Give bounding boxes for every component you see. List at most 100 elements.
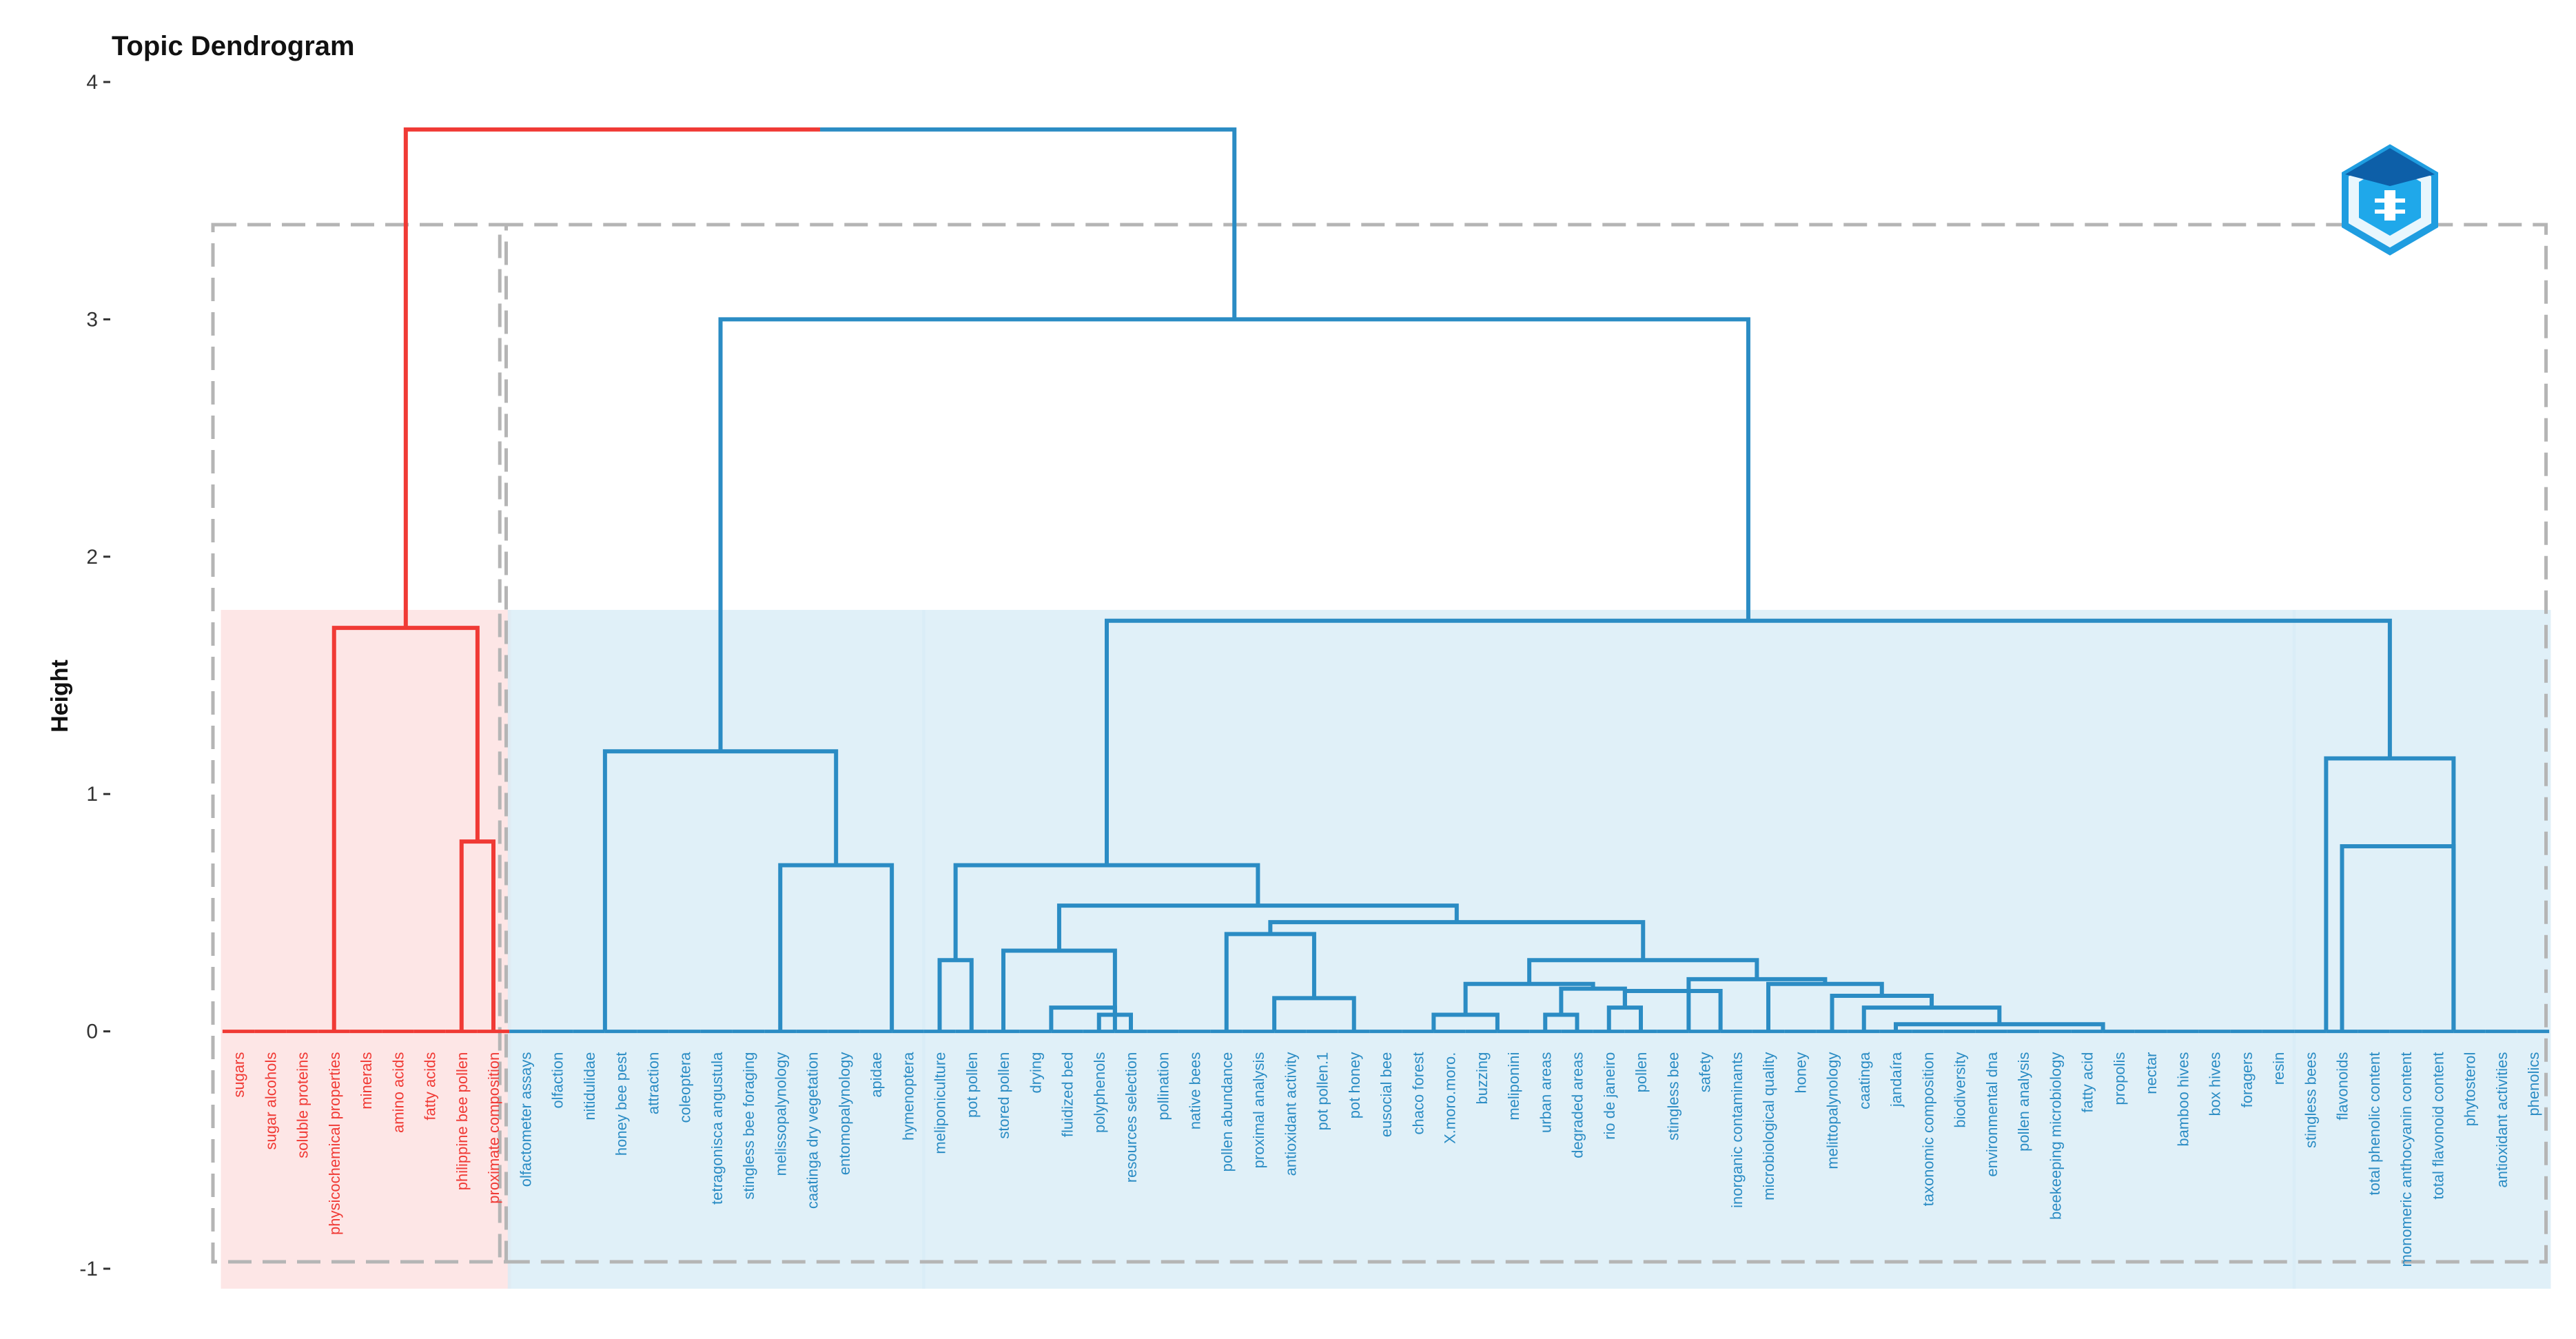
leaf-label: olfaction [549, 1052, 566, 1109]
y-tick-label: 2 [86, 546, 98, 569]
leaf-label: attraction [644, 1052, 662, 1115]
leaf-label: caatinga dry vegetation [804, 1052, 821, 1209]
dashed-boxes [211, 223, 2548, 1264]
leaf-label: chaco forest [1409, 1052, 1427, 1135]
branch-29-left [403, 127, 821, 628]
leaf-label: inorganic contaminants [1728, 1052, 1746, 1208]
leaf-label: sugars [230, 1052, 247, 1098]
leaf-label: fatty acid [2079, 1052, 2096, 1113]
leaf-label: buzzing [1473, 1052, 1491, 1105]
leaf-label: phytosterol [2462, 1052, 2479, 1127]
leaf-label: pot pollen.1 [1314, 1052, 1331, 1131]
leaf-label: rio de janeiro [1601, 1052, 1618, 1140]
leaf-label: pot honey [1346, 1052, 1363, 1119]
leaf-label: tetragonisca angustula [708, 1052, 726, 1205]
leaf-label: resin [2270, 1052, 2287, 1085]
leaf-label: beekeeping microbiology [2047, 1052, 2064, 1220]
cluster-rect-4 [2292, 610, 2551, 1289]
hexagon-logo-icon [2342, 144, 2438, 256]
leaf-label: honey bee pest [613, 1052, 630, 1156]
y-axis: 4 3 2 1 0 -1 [79, 71, 110, 1280]
leaf-label: phenolics [2525, 1052, 2542, 1116]
dendrogram-branches [331, 127, 2456, 1032]
dashed-box-1 [211, 223, 508, 1264]
leaf-label: apidae [868, 1052, 885, 1098]
leaf-label: drying [1027, 1052, 1044, 1094]
leaf-label: fatty acids [422, 1052, 439, 1121]
leaf-label: environmental dna [1983, 1052, 2001, 1177]
leaf-label: total phenolic content [2366, 1052, 2383, 1196]
leaf-label: monomeric anthocyanin content [2398, 1052, 2415, 1267]
leaf-label: coleoptera [677, 1052, 694, 1123]
branch-18 [1268, 920, 1646, 961]
branch-17 [1224, 932, 1316, 1032]
leaf-label: philippine bee pollen [453, 1052, 471, 1191]
y-tick-label: 1 [86, 783, 98, 806]
leaf-label: resources selection [1123, 1052, 1140, 1183]
leaf-label: proximal analysis [1250, 1052, 1267, 1169]
leaf-label: hymenoptera [899, 1052, 917, 1141]
y-tick-label: 4 [86, 71, 98, 94]
leaf-label: soluble proteins [294, 1052, 311, 1158]
leaf-label: eusocial bee [1378, 1052, 1395, 1138]
dashed-box-2 [498, 223, 2548, 1264]
leaf-label: meliponiculture [932, 1052, 949, 1154]
leaf-label: honey [1792, 1052, 1809, 1094]
leaf-label: nectar [2143, 1052, 2160, 1094]
leaf-label: foragers [2238, 1052, 2256, 1108]
y-axis-label: Height [47, 660, 73, 733]
y-tick-label: 0 [86, 1021, 98, 1043]
branch-10 [1559, 986, 1627, 1015]
leaf-label: propolis [2111, 1052, 2128, 1105]
leaf-label: antioxidant activity [1282, 1052, 1299, 1176]
branch-25 [602, 749, 839, 1032]
leaf-label: total flavonoid content [2429, 1052, 2446, 1200]
cluster-rect-2 [507, 610, 926, 1289]
leaf-label: olfactometer assays [517, 1052, 534, 1187]
leaf-label: bamboo hives [2174, 1052, 2191, 1147]
leaf-label: proximate composition [485, 1052, 502, 1204]
leaf-label: melissopalynology [772, 1052, 789, 1176]
leaf-label: sugar alcohols [262, 1052, 279, 1150]
leaf-label: taxonomic composition [1919, 1052, 1936, 1207]
leaf-label: stingless bee [1664, 1052, 1681, 1141]
leaf-label: pollen analysis [2015, 1052, 2032, 1152]
leaf-label: pot pollen [963, 1052, 981, 1118]
branch-19 [1056, 903, 1459, 951]
leaf-label: box hives [2207, 1052, 2224, 1116]
leaf-label: flavonoids [2334, 1052, 2351, 1121]
leaf-label: urban areas [1537, 1052, 1554, 1133]
leaf-label: minerals [358, 1052, 375, 1110]
leaf-label: stingless bee foraging [740, 1052, 757, 1200]
leaf-label: physicochemical properties [326, 1052, 343, 1235]
leaf-label: X.moro.moro. [1442, 1052, 1459, 1144]
leaf-label: antioxidant activities [2493, 1052, 2511, 1188]
leaf-label: native bees [1187, 1052, 1204, 1130]
leaf-label: pollen abundance [1218, 1052, 1236, 1172]
chart-title: Topic Dendrogram [112, 31, 355, 61]
branch-0 [1894, 1022, 2105, 1032]
leaf-label: stored pollen [995, 1052, 1012, 1139]
cluster-rectangles [221, 610, 2551, 1289]
leaf-label: microbiological quality [1760, 1052, 1777, 1200]
leaf-label: biodiversity [1952, 1052, 1969, 1128]
leaf-label: fluidized bed [1059, 1052, 1076, 1138]
y-tick-label: 3 [86, 308, 98, 331]
leaf-label: degraded areas [1569, 1052, 1586, 1158]
leaf-label: stingless bees [2302, 1052, 2319, 1148]
leaf-label: entomopalynology [836, 1052, 853, 1176]
leaf-label: polyphenols [1091, 1052, 1108, 1133]
branch-29-right [820, 127, 1237, 320]
leaf-label: melittopalynology [1824, 1052, 1841, 1169]
leaf-labels: sugars sugar alcohols soluble proteins phys… [222, 1030, 2550, 1267]
leaf-label: meliponini [1505, 1052, 1522, 1121]
cluster-rect-3 [922, 610, 2296, 1289]
leaf-label: jandaíra [1888, 1052, 1905, 1107]
leaf-label: nitidulidae [581, 1052, 598, 1121]
leaf-label: safety [1697, 1052, 1714, 1093]
leaf-label: pollen [1633, 1052, 1650, 1093]
leaf-label: amino acids [389, 1052, 407, 1133]
leaf-label: pollination [1154, 1052, 1172, 1121]
